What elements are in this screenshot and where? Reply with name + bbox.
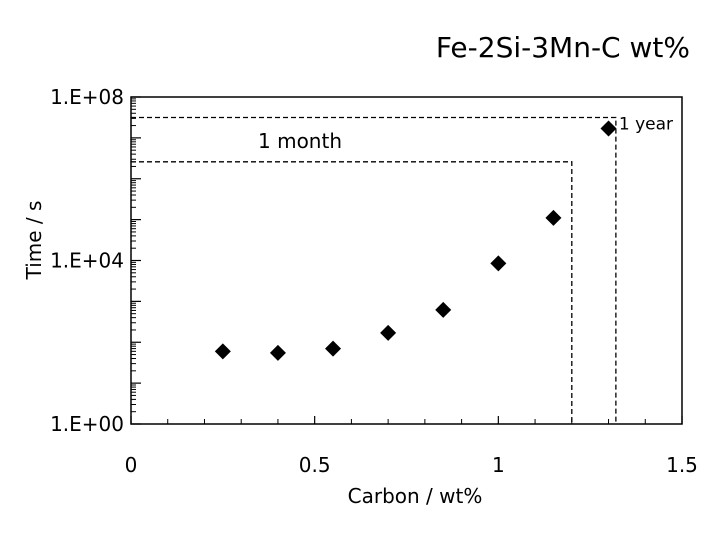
y-tick-label: 1.E+04 bbox=[50, 249, 124, 273]
y-tick-label: 1.E+08 bbox=[50, 85, 124, 109]
x-axis-ticks: 0 0.5 1 1.5 bbox=[125, 416, 698, 477]
data-point bbox=[545, 209, 562, 226]
data-point bbox=[214, 343, 231, 360]
data-points bbox=[214, 120, 617, 361]
x-tick-label: 1.5 bbox=[666, 453, 698, 477]
reference-lines: 1 month 1 year bbox=[131, 115, 673, 424]
reference-line bbox=[131, 116, 617, 424]
reference-line bbox=[131, 161, 573, 424]
chart-title: Fe-2Si-3Mn-C wt% bbox=[436, 31, 690, 64]
y-tick-label: 1.E+00 bbox=[50, 412, 124, 436]
y-axis-label: Time / s bbox=[22, 201, 46, 281]
x-tick-label: 1 bbox=[492, 453, 505, 477]
x-axis-label: Carbon / wt% bbox=[348, 484, 483, 508]
data-point bbox=[325, 340, 342, 357]
y-axis-ticks: 1.E+00 1.E+04 1.E+08 bbox=[50, 85, 141, 436]
reference-line-label: 1 month bbox=[258, 129, 342, 153]
data-point bbox=[600, 120, 617, 137]
plot-area-frame bbox=[130, 96, 683, 425]
data-point bbox=[490, 255, 507, 272]
data-point bbox=[435, 301, 452, 318]
y-minor-ticks bbox=[131, 98, 136, 413]
data-point bbox=[269, 344, 286, 361]
x-tick-label: 0 bbox=[125, 453, 138, 477]
x-tick-label: 0.5 bbox=[299, 453, 331, 477]
data-point bbox=[380, 324, 397, 341]
reference-line-label: 1 year bbox=[619, 115, 673, 135]
